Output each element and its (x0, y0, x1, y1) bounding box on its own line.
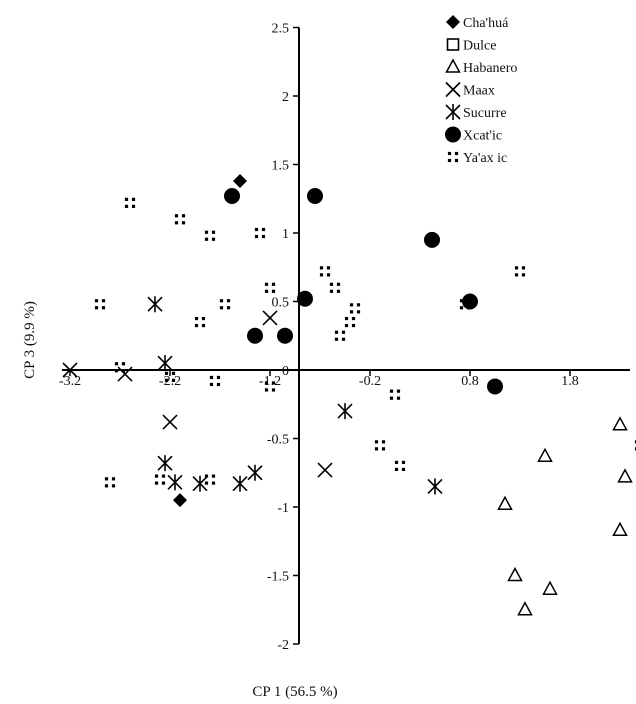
data-point (497, 495, 513, 511)
data-points (62, 173, 636, 616)
legend-label: Dulce (463, 39, 496, 54)
legend-marker (445, 81, 461, 98)
y-tick-label: 0 (282, 364, 289, 379)
x-tick-label: 1.8 (561, 374, 579, 389)
legend-marker (447, 151, 459, 163)
data-point (634, 440, 636, 451)
legend-label: Habanero (463, 61, 517, 76)
y-tick-label: 1 (282, 227, 289, 242)
data-point (192, 475, 208, 492)
data-point (157, 355, 173, 372)
data-point (247, 464, 263, 481)
legend-label: Cha'huá (463, 16, 509, 31)
data-point (174, 214, 186, 225)
data-point (167, 474, 183, 491)
data-point (307, 188, 323, 205)
x-tick-label: -1.2 (259, 374, 281, 389)
y-tick-label: -2 (277, 638, 289, 653)
data-point (277, 327, 293, 344)
y-tick-label: 0.5 (272, 296, 290, 311)
y-tick-label: 2 (282, 90, 289, 105)
data-point (162, 414, 178, 430)
legend-marker (446, 15, 460, 29)
data-point (394, 460, 406, 471)
data-point (344, 316, 356, 328)
data-point (617, 468, 633, 483)
y-tick-label: -0.5 (267, 433, 289, 448)
data-point (459, 299, 471, 310)
data-point (94, 299, 106, 310)
x-axis-label: CP 1 (56.5 %) (252, 684, 337, 700)
data-point (329, 282, 341, 293)
data-point (194, 316, 206, 328)
data-point (254, 227, 266, 239)
y-tick-label: 2.5 (272, 22, 290, 37)
data-point (233, 173, 247, 188)
data-point (62, 362, 78, 378)
data-point (204, 230, 216, 241)
legend-marker (445, 126, 461, 143)
data-point (164, 371, 176, 382)
data-point (104, 477, 116, 488)
x-tick-label: -2.2 (159, 374, 181, 389)
x-tick-label: 0.8 (461, 374, 479, 389)
data-point (612, 521, 628, 537)
data-point (427, 478, 443, 495)
legend-label: Sucurre (463, 106, 507, 121)
data-point (147, 296, 163, 313)
data-point (114, 362, 126, 373)
data-point (264, 282, 276, 293)
legend: Cha'huá Dulce Habanero Maax Sucurre Xcat'ic Ya… (445, 15, 517, 166)
legend-label: Xcat'ic (463, 129, 502, 144)
data-point (117, 366, 133, 382)
x-tick-label: -3.2 (59, 374, 81, 389)
data-point (349, 303, 361, 314)
y-axis-label: CP 3 (9.9 %) (22, 301, 38, 379)
data-point (537, 447, 553, 463)
data-point (424, 231, 440, 248)
data-point (514, 266, 526, 277)
data-point (157, 455, 173, 472)
data-point (247, 327, 263, 344)
legend-marker (445, 104, 461, 120)
axes: 2.5 2 1.5 1 0.5 0 -0.5 -1 -1.5 -2 -3.2 -2.2 -1.2 -0.2… (59, 22, 630, 653)
data-point (154, 474, 166, 485)
data-point (224, 188, 240, 205)
data-point (264, 381, 276, 392)
data-point (204, 474, 216, 485)
data-point (374, 440, 386, 451)
data-point (297, 290, 313, 307)
data-point (612, 416, 628, 431)
data-point (389, 389, 401, 400)
legend-marker (445, 58, 461, 73)
data-point (517, 601, 533, 616)
data-point (487, 378, 503, 395)
data-point (262, 310, 278, 326)
data-point (542, 580, 558, 595)
data-point (317, 462, 333, 478)
data-point (507, 566, 523, 582)
data-point (124, 197, 136, 208)
y-tick-label: -1 (277, 501, 289, 516)
y-tick-label: -1.5 (267, 570, 289, 585)
data-point (209, 375, 221, 387)
legend-marker (446, 38, 460, 51)
data-point (232, 475, 248, 492)
data-point (334, 330, 346, 341)
y-tick-label: 1.5 (272, 159, 290, 174)
data-point (219, 299, 231, 310)
data-point (173, 493, 187, 508)
x-tick-label: -0.2 (359, 374, 381, 389)
data-point (337, 403, 353, 420)
legend-label: Ya'ax ic (463, 151, 507, 166)
data-point (319, 266, 331, 277)
legend-label: Maax (463, 84, 495, 99)
